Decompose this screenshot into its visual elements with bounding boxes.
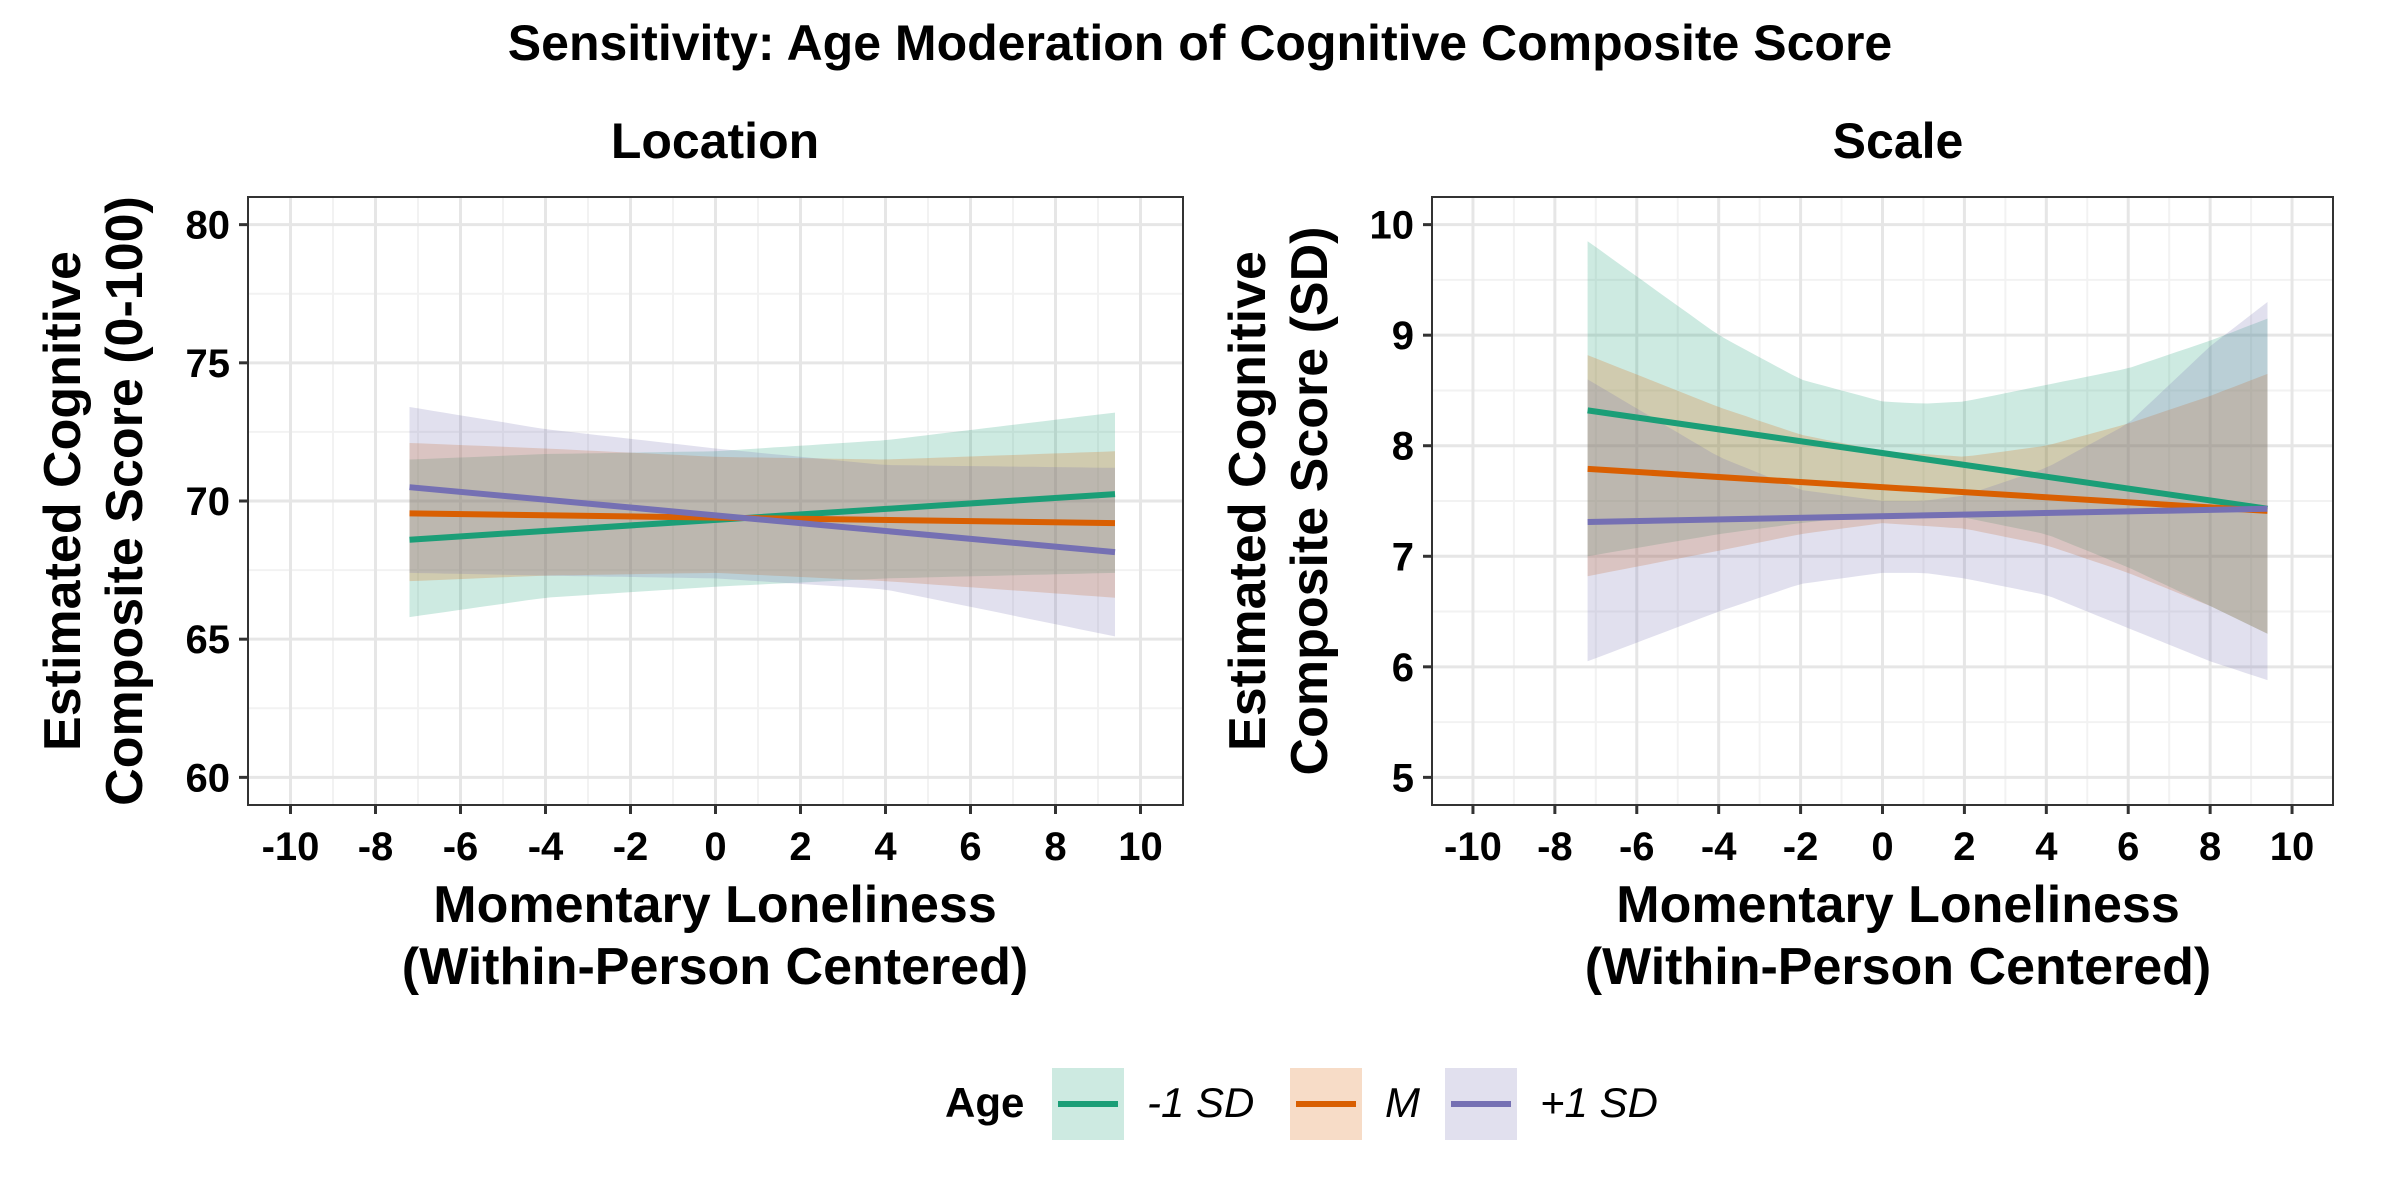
confidence-band--1 SD xyxy=(1587,241,2268,634)
confidence-bands xyxy=(1587,241,2268,681)
x-tick-label: -8 xyxy=(358,825,394,869)
y-axis-label: Estimated CognitiveComposite Score (0-10… xyxy=(34,196,154,806)
y-tick-label: 5 xyxy=(1392,756,1414,800)
x-tick-label: 0 xyxy=(704,825,726,869)
x-tick-label: -8 xyxy=(1537,825,1573,869)
legend-entry: M xyxy=(1290,1068,1420,1140)
series-line-M xyxy=(1587,465,2268,514)
y-tick-label: 80 xyxy=(186,204,231,248)
x-tick-label: 4 xyxy=(874,825,897,869)
axis-ticks: -10 -8 -6 -4 -2 0 2 4 6 8 10 5 6 7 8 9 10 xyxy=(1370,204,2315,869)
y-tick-label: 9 xyxy=(1392,314,1414,358)
x-tick-label: -6 xyxy=(443,825,479,869)
series-lines xyxy=(1587,407,2268,525)
legend-label: M xyxy=(1385,1079,1420,1126)
y-axis-label: Estimated CognitiveComposite Score (SD) xyxy=(1219,227,1339,776)
series-line-+1 SD xyxy=(1587,505,2268,525)
x-tick-label: -4 xyxy=(528,825,564,869)
x-tick-label: 2 xyxy=(1953,825,1975,869)
legend-entry: +1 SD xyxy=(1445,1068,1658,1140)
y-tick-label: 75 xyxy=(186,342,231,386)
x-tick-label: 0 xyxy=(1871,825,1893,869)
confidence-band-+1 SD xyxy=(1587,302,2268,681)
panel-2: -10 -8 -6 -4 -2 0 2 4 6 8 10 5 6 7 8 9 10 Scale Momentary … xyxy=(1219,113,2334,996)
gridlines xyxy=(1432,197,2333,805)
y-tick-label: 70 xyxy=(186,480,231,524)
axis-ticks: -10 -8 -6 -4 -2 0 2 4 6 8 10 60 65 70 75 80 xyxy=(186,204,1163,869)
series-line--1 SD xyxy=(1587,407,2268,512)
chart-title: Sensitivity: Age Moderation of Cognitive… xyxy=(508,15,1892,71)
y-tick-label: 7 xyxy=(1392,535,1414,579)
y-tick-label: 65 xyxy=(186,618,231,662)
x-tick-label: 2 xyxy=(789,825,811,869)
legend-label: -1 SD xyxy=(1147,1079,1254,1126)
x-tick-label: 6 xyxy=(2117,825,2139,869)
y-tick-label: 10 xyxy=(1370,204,1415,248)
x-axis-label: Momentary Loneliness (Within-Person Cente… xyxy=(402,876,1028,996)
legend-title: Age xyxy=(945,1079,1024,1126)
x-tick-label: 8 xyxy=(1044,825,1066,869)
legend-label: +1 SD xyxy=(1540,1079,1658,1126)
y-tick-label: 6 xyxy=(1392,646,1414,690)
series-line-+1 SD xyxy=(409,484,1116,556)
x-tick-label: 8 xyxy=(2199,825,2221,869)
series-lines xyxy=(409,484,1116,556)
x-tick-label: -6 xyxy=(1619,825,1655,869)
panel-title: Location xyxy=(611,113,819,169)
panel-1: -10 -8 -6 -4 -2 0 2 4 6 8 10 60 65 70 75 80 Location Mome… xyxy=(34,113,1184,996)
x-tick-label: -2 xyxy=(613,825,649,869)
x-tick-label: -2 xyxy=(1783,825,1819,869)
legend: Age -1 SD M +1 SD xyxy=(945,1068,1658,1140)
legend-entry: -1 SD xyxy=(1052,1068,1254,1140)
x-tick-label: 10 xyxy=(2270,825,2315,869)
x-tick-label: 10 xyxy=(1118,825,1163,869)
panel-title: Scale xyxy=(1833,113,1964,169)
gridlines xyxy=(248,197,1183,805)
panels: -10 -8 -6 -4 -2 0 2 4 6 8 106065707580LocationMome… xyxy=(34,113,2334,996)
x-axis-label: Momentary Loneliness (Within-Person Cente… xyxy=(1585,876,2211,996)
confidence-band-M xyxy=(1587,355,2268,634)
x-tick-label: 6 xyxy=(959,825,981,869)
x-tick-label: -10 xyxy=(262,825,320,869)
x-tick-label: 4 xyxy=(2035,825,2058,869)
x-tick-label: -10 xyxy=(1444,825,1502,869)
y-tick-label: 8 xyxy=(1392,425,1414,469)
y-tick-label: 60 xyxy=(186,756,231,800)
x-tick-label: -4 xyxy=(1701,825,1737,869)
